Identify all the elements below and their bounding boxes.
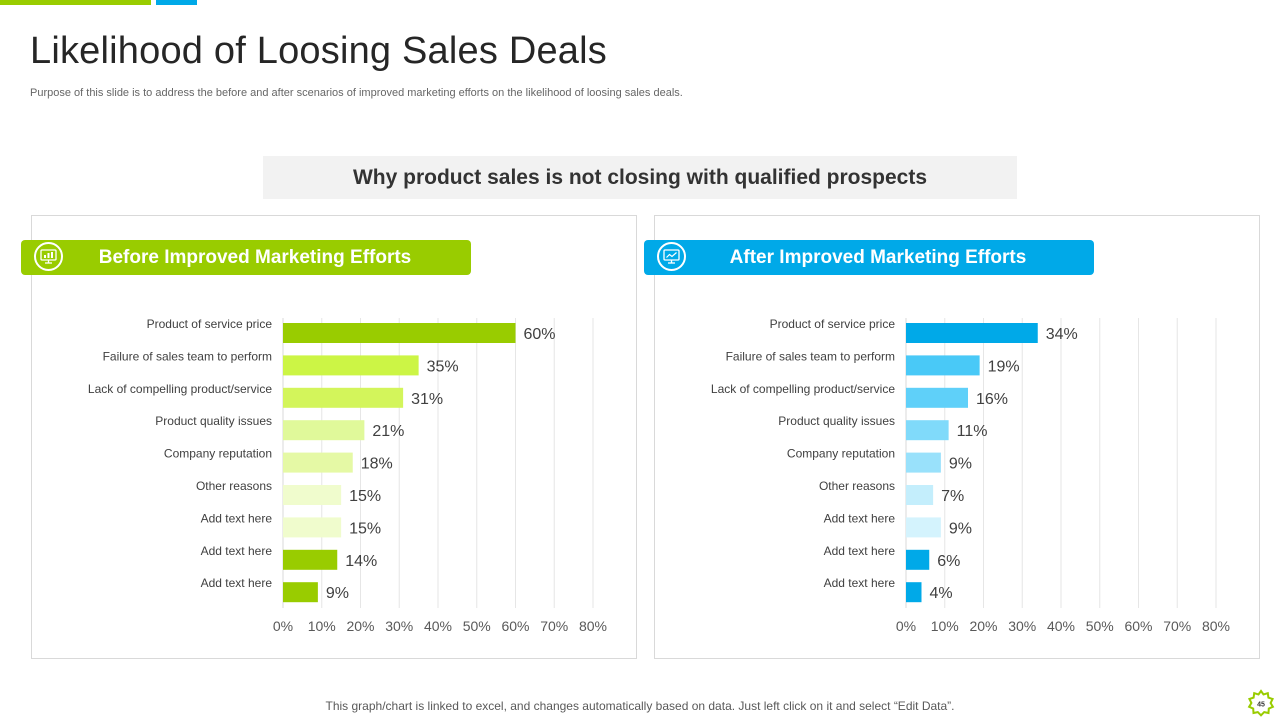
data-label: 60% bbox=[524, 326, 556, 343]
data-label: 9% bbox=[949, 456, 972, 473]
x-tick-label: 80% bbox=[579, 618, 607, 634]
monitor-chart-icon bbox=[34, 242, 63, 271]
category-label: Add text here bbox=[201, 576, 273, 590]
data-label: 15% bbox=[349, 488, 381, 505]
x-tick-label: 50% bbox=[1086, 618, 1114, 634]
page-number-gear-icon: 45 bbox=[1247, 689, 1275, 717]
page-subtitle: Purpose of this slide is to address the … bbox=[30, 87, 683, 99]
data-label: 31% bbox=[411, 391, 443, 408]
after-panel-header: After Improved Marketing Efforts bbox=[644, 240, 1094, 275]
section-banner: Why product sales is not closing with qu… bbox=[263, 156, 1017, 199]
x-tick-label: 10% bbox=[931, 618, 959, 634]
category-label: Product of service price bbox=[147, 317, 273, 331]
bar bbox=[283, 485, 342, 505]
bar bbox=[283, 549, 338, 570]
page-title: Likelihood of Loosing Sales Deals bbox=[30, 30, 607, 72]
bar bbox=[283, 323, 516, 343]
data-label: 35% bbox=[427, 358, 459, 375]
category-label: Other reasons bbox=[819, 479, 895, 493]
category-label: Add text here bbox=[201, 544, 273, 558]
top-accent-blue-bar bbox=[156, 0, 197, 5]
x-tick-label: 60% bbox=[501, 618, 529, 634]
category-label: Failure of sales team to perform bbox=[726, 349, 895, 363]
monitor-chart-icon bbox=[657, 242, 686, 271]
bar bbox=[283, 452, 353, 473]
bar bbox=[906, 452, 941, 473]
x-tick-label: 50% bbox=[463, 618, 491, 634]
data-label: 11% bbox=[957, 423, 988, 440]
after-chart-panel bbox=[654, 215, 1260, 659]
data-label: 16% bbox=[976, 391, 1008, 408]
category-label: Add text here bbox=[824, 511, 896, 525]
data-label: 34% bbox=[1046, 326, 1078, 343]
x-tick-label: 40% bbox=[424, 618, 452, 634]
bar bbox=[283, 517, 342, 538]
category-label: Product of service price bbox=[770, 317, 896, 331]
category-label: Failure of sales team to perform bbox=[103, 349, 272, 363]
page-number: 45 bbox=[1257, 702, 1265, 709]
section-banner-text: Why product sales is not closing with qu… bbox=[352, 165, 928, 189]
bar bbox=[283, 387, 404, 408]
category-label: Lack of compelling product/service bbox=[711, 382, 895, 396]
x-tick-label: 30% bbox=[385, 618, 413, 634]
category-label: Company reputation bbox=[164, 447, 272, 461]
after-bar-chart: 0% 10% 20% 30% 40% 50% 60% 70% 80% Product of ser… bbox=[711, 317, 1230, 634]
category-label: Lack of compelling product/service bbox=[88, 382, 272, 396]
x-tick-label: 10% bbox=[308, 618, 336, 634]
x-tick-label: 70% bbox=[540, 618, 568, 634]
before-panel-title: Before Improved Marketing Efforts bbox=[98, 246, 412, 268]
x-tick-label: 70% bbox=[1163, 618, 1191, 634]
data-label: 14% bbox=[345, 553, 377, 570]
x-tick-label: 30% bbox=[1008, 618, 1036, 634]
bar bbox=[906, 517, 941, 538]
category-label: Add text here bbox=[201, 511, 273, 525]
category-label: Add text here bbox=[824, 576, 896, 590]
data-label: 18% bbox=[361, 456, 393, 473]
category-label: Add text here bbox=[824, 544, 896, 558]
bar bbox=[283, 420, 365, 441]
x-tick-label: 0% bbox=[273, 618, 293, 634]
footer-note: This graph/chart is linked to excel, and… bbox=[325, 699, 955, 713]
bar bbox=[906, 387, 968, 408]
x-tick-label: 0% bbox=[896, 618, 916, 634]
x-tick-label: 80% bbox=[1202, 618, 1230, 634]
category-label: Product quality issues bbox=[778, 414, 895, 428]
top-accent-green-bar bbox=[0, 0, 151, 5]
category-label: Company reputation bbox=[787, 447, 895, 461]
bar bbox=[283, 582, 318, 603]
data-label: 15% bbox=[349, 520, 381, 537]
after-panel-title: After Improved Marketing Efforts bbox=[729, 246, 1027, 268]
before-bar-chart: 0% 10% 20% 30% 40% 50% 60% 70% 80% Product of ser… bbox=[88, 317, 607, 634]
bar bbox=[283, 355, 419, 376]
data-label: 19% bbox=[988, 358, 1020, 375]
data-label: 21% bbox=[372, 423, 404, 440]
bar bbox=[906, 420, 949, 441]
category-label: Product quality issues bbox=[155, 414, 272, 428]
x-tick-label: 20% bbox=[969, 618, 997, 634]
data-label: 9% bbox=[949, 520, 972, 537]
data-label: 4% bbox=[930, 585, 953, 602]
x-tick-label: 20% bbox=[346, 618, 374, 634]
bar bbox=[906, 355, 980, 376]
bar bbox=[906, 323, 1038, 343]
bar bbox=[906, 549, 930, 570]
before-panel-header: Before Improved Marketing Efforts bbox=[21, 240, 471, 275]
bar bbox=[906, 485, 934, 505]
bar bbox=[906, 582, 922, 603]
x-tick-label: 60% bbox=[1124, 618, 1152, 634]
category-label: Other reasons bbox=[196, 479, 272, 493]
data-label: 7% bbox=[941, 488, 964, 505]
data-label: 9% bbox=[326, 585, 349, 602]
x-tick-label: 40% bbox=[1047, 618, 1075, 634]
data-label: 6% bbox=[937, 553, 960, 570]
